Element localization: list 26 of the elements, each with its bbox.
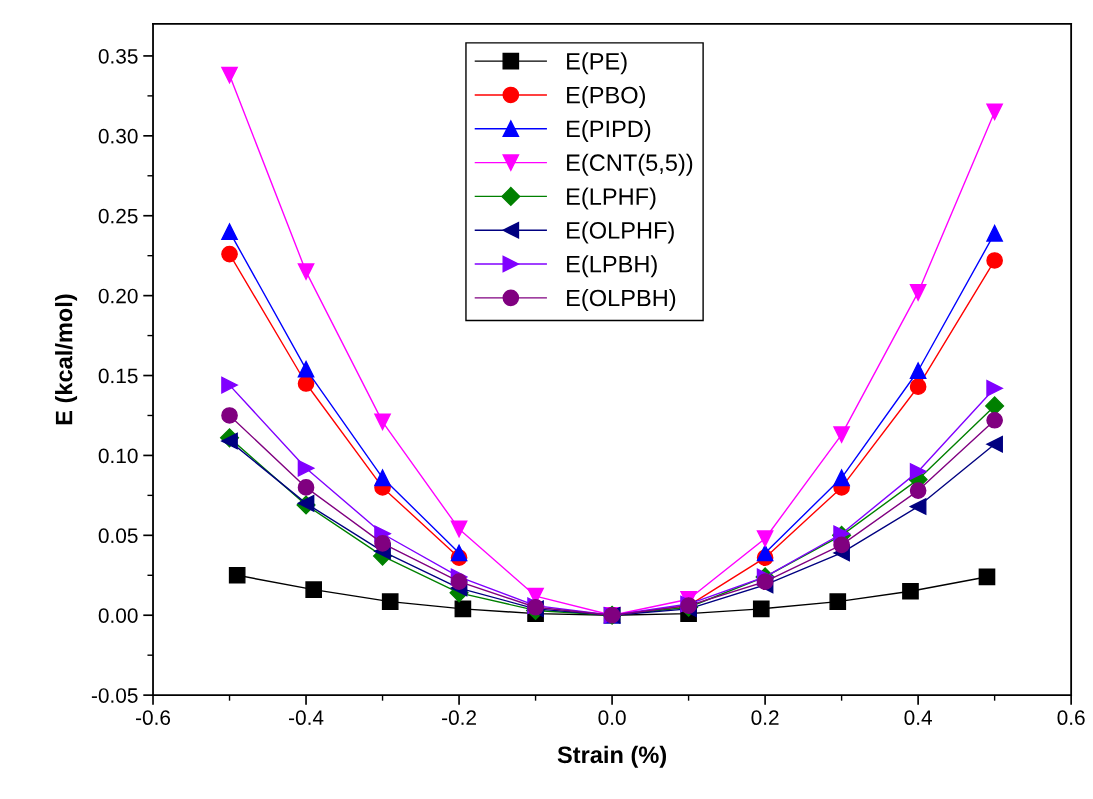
y-axis-title: E (kcal/mol): [55, 294, 78, 425]
x-tick-label: 0.4: [904, 710, 932, 726]
legend-label: E(LPBH): [567, 255, 657, 278]
y-tick-label: 0.25: [98, 208, 138, 224]
legend-label: E(PBO): [567, 86, 645, 109]
legend-label: E(OLPHF): [567, 221, 674, 244]
legend-label: E(LPHF): [567, 187, 656, 210]
y-tick-label: 0.15: [98, 368, 138, 384]
x-tick-label: -0.6: [136, 710, 171, 726]
y-tick-label: 0.30: [98, 128, 138, 144]
y-tick-label: 0.20: [98, 288, 138, 304]
x-tick-label: -0.4: [289, 710, 324, 726]
x-tick-label: 0.2: [751, 710, 779, 726]
legend-label: E(PIPD): [567, 119, 651, 142]
y-tick-label: 0.05: [98, 528, 138, 544]
x-tick-label: -0.2: [442, 710, 476, 726]
y-tick-label: 0.35: [98, 48, 138, 64]
legend-label: E(PE): [567, 52, 627, 75]
x-tick-label: 0.0: [598, 710, 626, 726]
y-tick-label: -0.05: [91, 688, 138, 703]
y-tick-label: 0.00: [98, 608, 138, 623]
legend-label: E(OLPBH): [567, 289, 676, 312]
y-tick-label: 0.10: [98, 448, 138, 464]
x-tick-label: 0.6: [1057, 710, 1085, 726]
legend-label: E(CNT(5,5)): [567, 153, 693, 176]
x-axis-title: Strain (%): [557, 745, 666, 768]
